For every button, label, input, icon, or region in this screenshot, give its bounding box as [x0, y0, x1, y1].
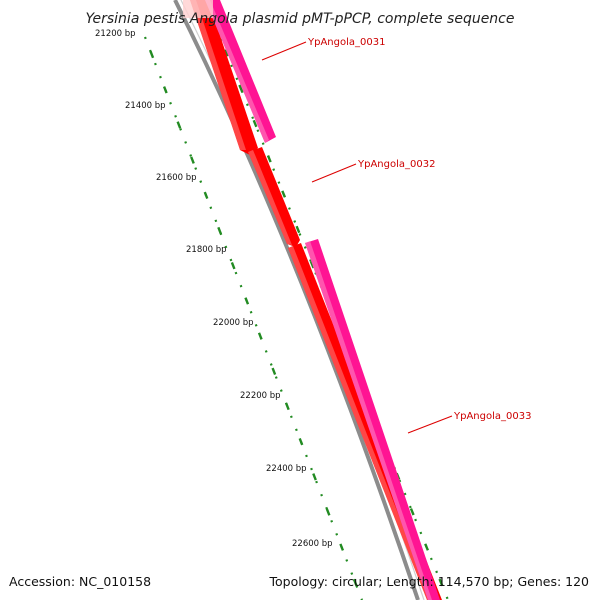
outer-major-tick	[409, 508, 415, 516]
map-title: Yersinia pestis Angola plasmid pMT-pPCP,…	[85, 11, 514, 27]
gene-YpAngola_0033[interactable]	[305, 239, 440, 600]
gene-label-YpAngola_0031[interactable]: YpAngola_0031	[307, 37, 385, 48]
gene-label-YpAngola_0032[interactable]: YpAngola_0032	[357, 159, 435, 170]
inner-major-tick	[217, 226, 222, 235]
inner-tick-ring	[143, 36, 364, 600]
gene-YpAngola_0030-forward[interactable]	[190, 0, 258, 155]
outer-major-tick	[424, 543, 429, 551]
inner-major-tick	[285, 402, 290, 411]
outer-major-tick	[238, 84, 244, 92]
inner-major-tick	[312, 473, 317, 481]
tick-label-22200: 22200 bp	[240, 391, 281, 401]
inner-major-tick	[298, 437, 304, 446]
gene-YpAngola_0031[interactable]	[205, 0, 276, 143]
inner-major-tick	[230, 262, 236, 270]
inner-major-tick	[271, 367, 277, 375]
outer-major-tick	[438, 578, 444, 587]
tick-label-22600: 22600 bp	[292, 539, 333, 549]
topology-summary: Topology: circular; Length: 114,570 bp; …	[269, 574, 590, 589]
tick-labels: 21200 bp 21400 bp 21600 bp 21800 bp 2200…	[95, 29, 333, 549]
top-highlight	[183, 0, 213, 18]
outer-major-tick	[252, 119, 258, 128]
tick-label-21400: 21400 bp	[125, 101, 166, 111]
outer-major-tick	[224, 49, 229, 57]
gene-label-YpAngola_0033[interactable]: YpAngola_0033	[453, 411, 531, 422]
accession-text: Accession: NC_010158	[9, 574, 151, 589]
inner-major-tick	[352, 578, 358, 587]
backbone-ring	[173, 0, 420, 600]
outer-major-tick	[309, 261, 315, 269]
inner-major-tick	[149, 50, 155, 59]
tick-label-22400: 22400 bp	[266, 464, 307, 474]
inner-major-tick	[244, 297, 250, 305]
tick-label-21800: 21800 bp	[186, 245, 227, 255]
inner-major-tick	[203, 191, 209, 200]
inner-major-tick	[325, 508, 331, 516]
tick-label-22000: 22000 bp	[213, 318, 254, 328]
inner-major-tick	[190, 156, 195, 164]
outer-major-tick	[295, 225, 301, 234]
inner-major-tick	[339, 543, 345, 551]
inner-major-tick	[176, 121, 182, 129]
tick-label-21200: 21200 bp	[95, 29, 136, 39]
inner-major-tick	[257, 332, 263, 340]
inner-major-tick	[162, 86, 168, 94]
tick-label-21600: 21600 bp	[156, 173, 197, 183]
gene-YpAngola_0032[interactable]	[248, 147, 300, 247]
outer-major-tick	[266, 155, 272, 163]
gene-label-lines	[261, 41, 453, 434]
outer-major-tick	[281, 190, 287, 198]
